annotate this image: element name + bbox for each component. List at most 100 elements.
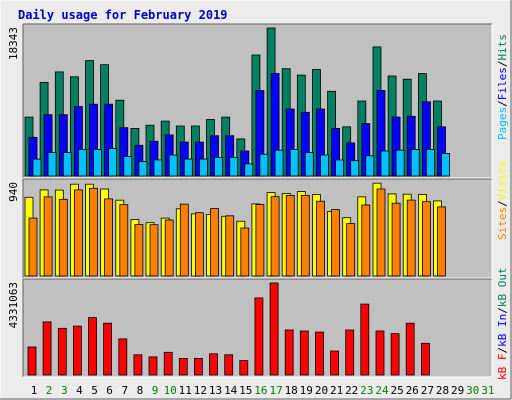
bar-sites-day-12 — [194, 212, 204, 277]
bar-kbytes-day-11 — [178, 357, 188, 376]
bar-pages-day-18 — [289, 148, 299, 177]
x-tick-day-3: 3 — [61, 384, 68, 397]
bar-pages-day-12 — [198, 158, 208, 177]
bar-pages-day-7 — [123, 156, 133, 177]
x-tick-day-7: 7 — [121, 384, 128, 397]
bar-kbytes-day-9 — [148, 356, 158, 376]
bar-pages-day-6 — [108, 148, 117, 177]
bar-sites-day-21 — [331, 209, 341, 277]
bar-sites-day-17 — [270, 196, 280, 277]
x-tick-day-18: 18 — [285, 384, 298, 397]
bar-pages-day-5 — [93, 148, 102, 177]
legend-bottom-entry-1: / — [496, 347, 509, 354]
bar-sites-day-20 — [316, 200, 325, 277]
legend-bottom-entry-3: / — [496, 307, 509, 314]
bar-pages-day-16 — [259, 153, 269, 177]
bar-pages-day-15 — [244, 163, 254, 177]
panel-middle-ymax-label: 940 — [7, 182, 20, 202]
bar-pages-day-17 — [274, 149, 284, 177]
x-tick-day-28: 28 — [436, 384, 449, 397]
legend-top-entry-2: Files — [496, 67, 509, 100]
x-tick-day-30: 30 — [466, 384, 479, 397]
bar-kbytes-day-4 — [73, 325, 82, 376]
bar-sites-day-19 — [300, 194, 310, 277]
bar-kbytes-day-21 — [330, 350, 340, 376]
bar-kbytes-day-27 — [420, 342, 430, 376]
legend-top-entry-4: Hits — [496, 34, 509, 61]
bar-kbytes-day-13 — [209, 353, 218, 376]
x-tick-day-25: 25 — [390, 384, 403, 397]
bar-pages-day-27 — [425, 148, 435, 177]
bar-sites-day-28 — [437, 206, 446, 277]
x-tick-day-17: 17 — [269, 384, 282, 397]
bar-pages-day-25 — [395, 149, 405, 177]
bar-sites-day-5 — [89, 187, 98, 277]
bar-kbytes-day-19 — [299, 330, 309, 376]
legend-bottom-entry-4: kB Out — [496, 267, 509, 307]
bar-pages-day-4 — [78, 148, 87, 177]
bar-kbytes-day-24 — [375, 330, 385, 376]
x-tick-day-31: 31 — [481, 384, 494, 397]
bar-pages-day-14 — [229, 156, 239, 177]
bar-pages-day-26 — [410, 148, 420, 177]
panel-top-ymax-label: 18343 — [7, 27, 20, 60]
bar-sites-day-11 — [179, 203, 189, 277]
x-tick-day-27: 27 — [421, 384, 434, 397]
bar-kbytes-day-12 — [193, 357, 203, 376]
bar-kbytes-day-1 — [27, 346, 37, 376]
bar-sites-day-18 — [285, 194, 295, 277]
bar-pages-day-13 — [214, 156, 223, 177]
x-tick-day-5: 5 — [91, 384, 98, 397]
legend-middle-entry-2: Visits — [496, 161, 509, 201]
x-tick-day-22: 22 — [345, 384, 358, 397]
bar-pages-day-22 — [350, 160, 360, 177]
bar-sites-day-1 — [28, 217, 38, 277]
bar-kbytes-day-5 — [88, 317, 97, 376]
legend-top-entry-0: Pages — [496, 107, 509, 140]
bar-sites-day-10 — [164, 219, 174, 277]
x-tick-day-11: 11 — [179, 384, 192, 397]
legend-bottom-entry-2: kB In — [496, 314, 509, 347]
bar-pages-day-21 — [335, 159, 345, 177]
legend-top: Pages/Files/Hits — [496, 34, 509, 140]
bar-kbytes-day-7 — [118, 338, 128, 376]
legend-middle: Sites/Visits — [496, 161, 509, 241]
x-tick-day-13: 13 — [209, 384, 222, 397]
x-tick-day-20: 20 — [315, 384, 328, 397]
bar-sites-day-4 — [74, 189, 83, 277]
bar-sites-day-9 — [149, 224, 159, 277]
bar-sites-day-26 — [406, 199, 416, 277]
bar-kbytes-day-17 — [269, 282, 279, 376]
legend-middle-entry-0: Sites — [496, 207, 509, 240]
legend-top-entry-1: / — [496, 100, 509, 107]
bar-sites-day-24 — [376, 188, 386, 277]
x-tick-day-21: 21 — [330, 384, 343, 397]
x-tick-day-26: 26 — [406, 384, 419, 397]
panel-bottom-ymax-label: 4331063 — [7, 282, 20, 328]
legend-bottom-entry-0: kB F — [496, 354, 509, 381]
bar-sites-day-15 — [240, 227, 250, 277]
bar-kbytes-day-3 — [57, 327, 67, 376]
x-tick-day-16: 16 — [254, 384, 267, 397]
bar-pages-day-2 — [47, 152, 57, 177]
bar-pages-day-3 — [62, 152, 72, 177]
chart-title: Daily usage for February 2019 — [18, 8, 228, 22]
x-tick-day-23: 23 — [360, 384, 373, 397]
bar-pages-day-19 — [304, 152, 314, 177]
bar-kbytes-day-22 — [345, 329, 355, 376]
bar-sites-day-14 — [225, 215, 235, 277]
x-tick-day-1: 1 — [31, 384, 38, 397]
bar-pages-day-20 — [320, 154, 329, 177]
bar-sites-day-23 — [361, 204, 371, 277]
bar-sites-day-8 — [134, 224, 144, 277]
bar-kbytes-day-14 — [224, 354, 234, 376]
bar-pages-day-1 — [32, 158, 42, 177]
bar-kbytes-day-10 — [163, 351, 173, 376]
bar-kbytes-day-6 — [103, 322, 112, 376]
legend-top-entry-3: / — [496, 61, 509, 68]
legend-middle-entry-1: / — [496, 200, 509, 207]
bar-kbytes-day-23 — [360, 303, 370, 376]
legend-bottom: kB F/kB In/kB Out — [496, 267, 509, 380]
bar-pages-day-24 — [380, 150, 390, 177]
